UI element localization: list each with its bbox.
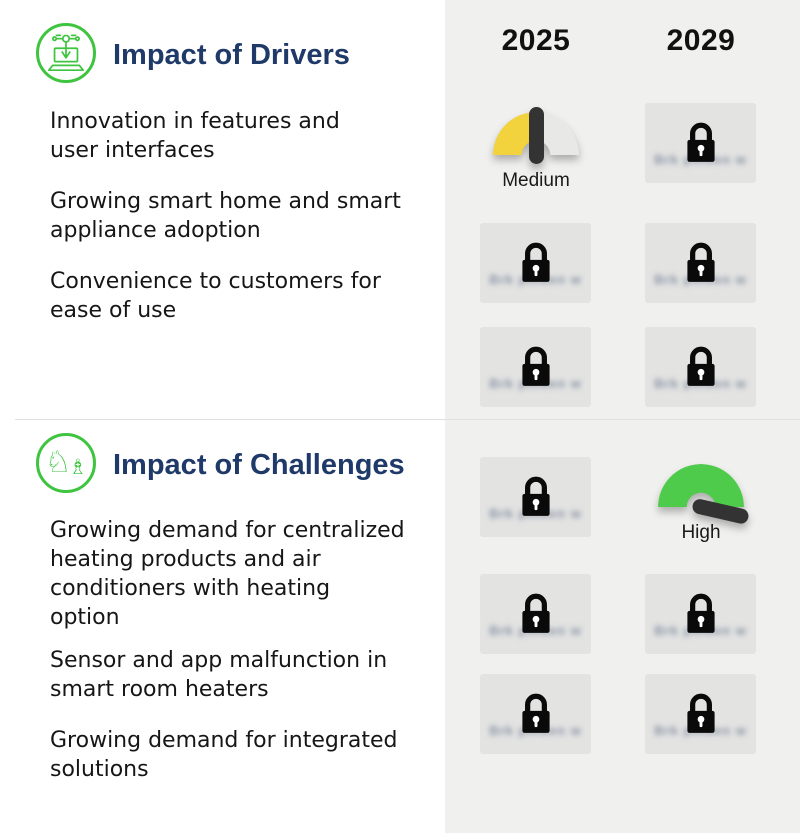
challenge-item-2: Sensor and app malfunction in smart room… — [50, 648, 388, 702]
locked-value-cell[interactable]: Brk pmden w — [645, 327, 756, 407]
laptop-download-icon — [47, 34, 85, 72]
challenge-item-1: Growing demand for centralized heating p… — [50, 518, 405, 630]
gauge-dial — [658, 464, 750, 526]
locked-value-cell[interactable]: Brk pmden w — [480, 457, 591, 537]
challenge-item-3: Growing demand for integrated solutions — [50, 728, 398, 782]
locked-value-cell[interactable]: Brk pmden w — [645, 574, 756, 654]
lock-icon — [686, 242, 715, 282]
locked-value-cell[interactable]: Brk pmden w — [480, 327, 591, 407]
column-header-2025: 2025 — [501, 24, 571, 57]
driver-item-3: Convenience to customers for ease of use — [50, 269, 381, 323]
drivers-icon — [36, 23, 96, 83]
gauge-needle — [528, 107, 544, 164]
locked-value-cell[interactable]: Brk pmden w — [480, 223, 591, 303]
locked-value-cell[interactable]: Brk pmden w — [645, 103, 756, 183]
driver-item-1: Innovation in features and user interfac… — [50, 109, 340, 163]
locked-value-cell[interactable]: Brk pmden w — [480, 674, 591, 754]
lock-icon — [686, 693, 715, 733]
lock-icon — [521, 593, 550, 633]
lock-icon — [521, 476, 550, 516]
locked-value-cell[interactable]: Brk pmden w — [645, 674, 756, 754]
lock-icon — [686, 593, 715, 633]
driver-item-2: Growing smart home and smart appliance a… — [50, 189, 401, 243]
locked-value-cell[interactable]: Brk pmden w — [480, 574, 591, 654]
impact-gauge-2029-high: High — [658, 464, 750, 544]
challenges-icon: ♘ ♗ — [36, 433, 96, 493]
drivers-section-title: Impact of Drivers — [113, 39, 350, 71]
lock-icon — [521, 693, 550, 733]
chess-pieces-icon: ♘ ♗ — [44, 445, 88, 480]
lock-icon — [686, 346, 715, 386]
column-header-2029: 2029 — [666, 24, 736, 57]
impact-gauge-2025-medium: Medium — [493, 107, 579, 192]
lock-icon — [686, 122, 715, 162]
locked-value-cell[interactable]: Brk pmden w — [645, 223, 756, 303]
gauge-dial — [493, 107, 579, 165]
challenges-section-title: Impact of Challenges — [113, 449, 405, 481]
section-divider — [15, 419, 800, 420]
lock-icon — [521, 346, 550, 386]
gauge-label-medium: Medium — [502, 170, 570, 191]
lock-icon — [521, 242, 550, 282]
gauge-label-high: High — [681, 522, 721, 543]
